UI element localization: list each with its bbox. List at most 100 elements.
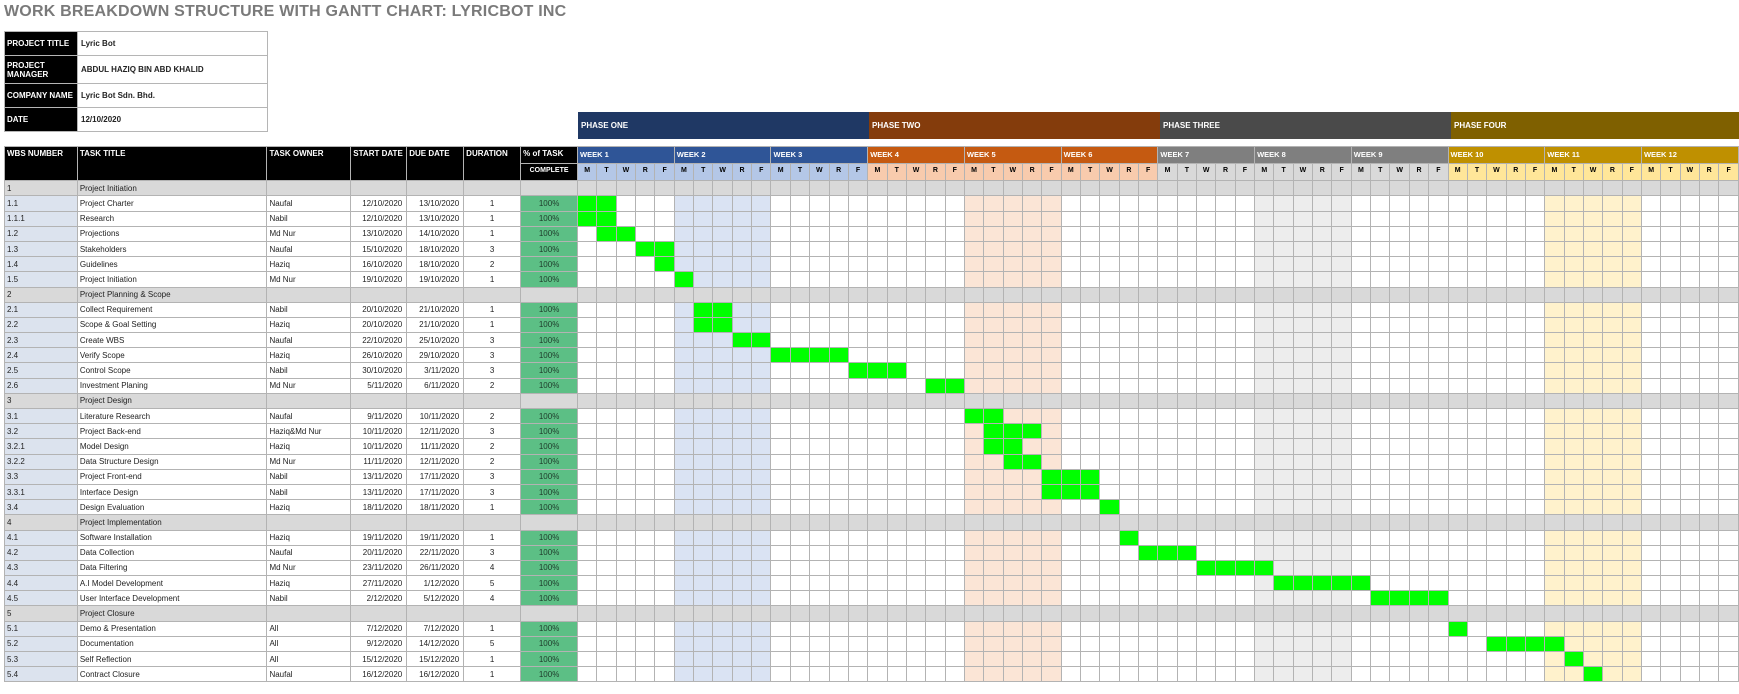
gantt-cell	[577, 666, 598, 683]
day-header: F	[1428, 163, 1449, 182]
gantt-cell	[1428, 240, 1449, 258]
gantt-cell	[1505, 666, 1526, 683]
gantt-cell	[1331, 347, 1352, 364]
gantt-cell	[1157, 605, 1178, 622]
gantt-bar-cell	[1002, 423, 1023, 440]
gantt-cell	[1234, 483, 1256, 501]
gantt-cell	[1350, 529, 1372, 546]
gantt-cell	[1408, 377, 1430, 394]
gantt-cell	[1099, 271, 1120, 288]
gantt-cell	[615, 438, 637, 455]
gantt-cell	[1524, 362, 1546, 379]
gantt-cell	[1660, 620, 1681, 637]
wbs-number: 1.2	[4, 225, 78, 242]
gantt-cell	[1621, 483, 1642, 501]
gantt-cell	[1602, 666, 1623, 683]
gantt-cell	[1118, 180, 1140, 197]
gantt-cell	[1215, 514, 1236, 531]
percent-complete	[520, 514, 579, 531]
gantt-cell	[809, 392, 830, 410]
gantt-cell	[1524, 453, 1546, 470]
gantt-cell	[1157, 240, 1178, 258]
gantt-cell	[1060, 423, 1081, 440]
gantt-cell	[886, 332, 907, 349]
gantt-cell	[1640, 271, 1662, 288]
wbs-number: 4.1	[4, 529, 78, 546]
gantt-bar-cell	[1060, 468, 1081, 485]
gantt-cell	[1660, 529, 1681, 546]
gantt-cell	[925, 650, 946, 668]
gantt-cell	[1234, 438, 1256, 455]
gantt-cell	[1505, 256, 1526, 273]
wbs-number: 5.1	[4, 620, 78, 637]
gantt-cell	[1524, 240, 1546, 258]
day-header: W	[1002, 163, 1023, 182]
gantt-cell	[1447, 240, 1468, 258]
gantt-bar-cell	[828, 347, 849, 364]
day-header: W	[1196, 163, 1217, 182]
gantt-cell	[1118, 544, 1140, 561]
gantt-cell	[615, 590, 637, 607]
gantt-cell	[1060, 225, 1081, 242]
gantt-cell	[712, 590, 733, 607]
gantt-cell	[1138, 271, 1159, 288]
gantt-cell	[577, 650, 598, 668]
gantt-cell	[1312, 256, 1333, 273]
gantt-cell	[1621, 332, 1642, 349]
gantt-cell	[1196, 271, 1217, 288]
gantt-cell	[615, 559, 637, 577]
gantt-cell	[1138, 635, 1159, 653]
gantt-cell	[1408, 301, 1430, 318]
gantt-cell	[1118, 256, 1140, 273]
gantt-cell	[1718, 559, 1739, 577]
gantt-cell	[1157, 316, 1178, 334]
gantt-cell	[770, 514, 791, 531]
task-row: 4.4 A.I Model Development Haziq 27/11/2020 1…	[4, 575, 1739, 592]
duration: 3	[463, 468, 522, 485]
percent-complete: 100%	[520, 590, 579, 607]
duration: 4	[463, 559, 522, 577]
gantt-cell	[1718, 514, 1739, 531]
gantt-cell	[905, 195, 927, 212]
gantt-cell	[577, 240, 598, 258]
gantt-cell	[1621, 590, 1642, 607]
gantt-cell	[731, 529, 753, 546]
gantt-cell	[1466, 438, 1488, 455]
gantt-cell	[1138, 362, 1159, 379]
gantt-cell	[1176, 377, 1198, 394]
gantt-cell	[1660, 180, 1681, 197]
gantt-cell	[1466, 362, 1488, 379]
gantt-cell	[1021, 650, 1043, 668]
gantt-cell	[615, 575, 637, 592]
gantt-cell	[983, 392, 1004, 410]
gantt-cell	[1312, 514, 1333, 531]
gantt-cell	[925, 210, 946, 227]
gantt-bar-cell	[983, 438, 1004, 455]
gantt-cell	[1060, 499, 1081, 516]
gantt-cell	[1505, 483, 1526, 501]
gantt-cell	[1099, 468, 1120, 485]
gantt-cell	[1041, 316, 1062, 334]
gantt-cell	[1447, 225, 1468, 242]
percent-complete	[520, 180, 579, 197]
gantt-cell	[847, 483, 869, 501]
start-date: 27/11/2020	[350, 575, 408, 592]
gantt-cell	[1428, 225, 1449, 242]
day-header: F	[1041, 163, 1062, 182]
gantt-cell	[905, 392, 927, 410]
gantt-cell	[1021, 666, 1043, 683]
gantt-cell	[944, 271, 965, 288]
gantt-cell	[1331, 483, 1352, 501]
gantt-cell	[867, 392, 888, 410]
gantt-cell	[1524, 195, 1546, 212]
gantt-cell	[1138, 332, 1159, 349]
gantt-cell	[847, 620, 869, 637]
gantt-cell	[1138, 286, 1159, 303]
gantt-cell	[983, 301, 1004, 318]
gantt-cell	[1176, 392, 1198, 410]
gantt-cell	[596, 347, 617, 364]
day-header: M	[963, 163, 985, 182]
gantt-cell	[654, 468, 675, 485]
gantt-cell	[1544, 468, 1565, 485]
gantt-cell	[1466, 514, 1488, 531]
